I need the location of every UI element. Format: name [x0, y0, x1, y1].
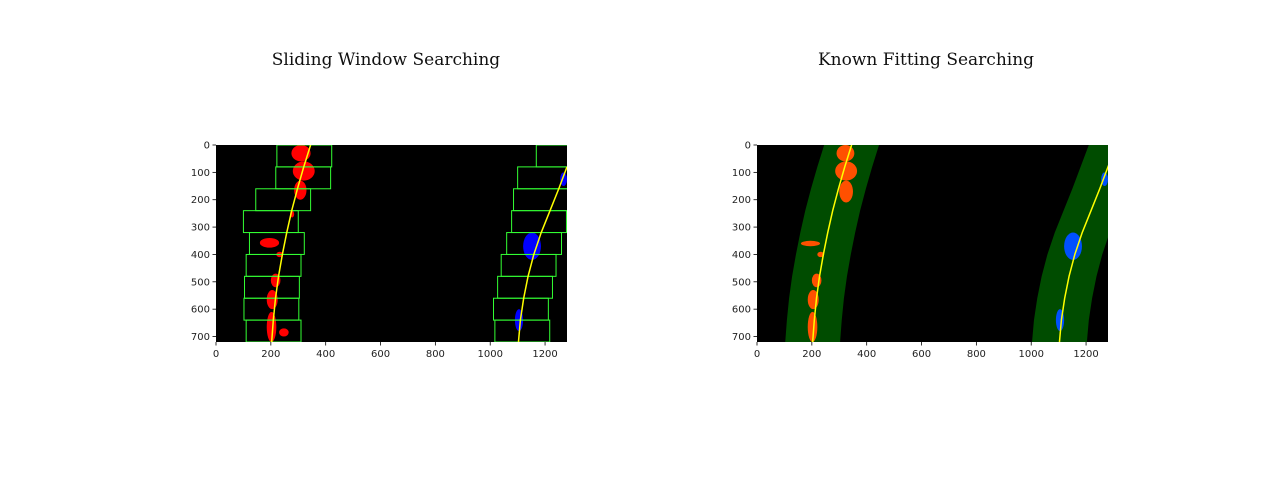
- right-search-window: [494, 319, 551, 342]
- x-tick-label: 200: [261, 349, 280, 360]
- left-lane-pixels: [294, 180, 307, 200]
- right-fit-line: [517, 166, 567, 342]
- plot-area: 0 200 400 600 800 1000 1200 0 100 200 300 400 500 600…: [732, 141, 1108, 360]
- left-lane-pixels: [259, 238, 280, 248]
- x-tick-label: 600: [371, 349, 390, 360]
- left-lane-pixels: [835, 161, 858, 181]
- x-tick-label: 600: [912, 349, 931, 360]
- right-lane-pixels: [1064, 232, 1082, 260]
- x-tick-label: 200: [802, 349, 821, 360]
- y-tick-label: 600: [732, 305, 751, 316]
- left-lane-pixels: [292, 161, 315, 181]
- y-tick-label: 700: [191, 332, 210, 343]
- left-fit-line: [270, 145, 312, 342]
- x-tick-label: 1200: [1073, 349, 1098, 360]
- x-tick-label: 800: [426, 349, 445, 360]
- left-lane-pixels: [800, 240, 821, 247]
- x-tick-label: 0: [213, 349, 219, 360]
- y-tick-label: 500: [191, 277, 210, 288]
- y-tick-label: 0: [745, 141, 751, 152]
- y-tick-label: 200: [732, 195, 751, 206]
- search-band-left: [785, 145, 880, 342]
- left-lane-pixels: [836, 145, 855, 162]
- image-content: [785, 145, 1108, 342]
- y-tick-label: 600: [191, 305, 210, 316]
- right-lane-pixels: [523, 232, 541, 260]
- left-lane-pixels: [839, 180, 853, 203]
- y-tick-label: 100: [732, 168, 751, 179]
- right-fit-line: [1058, 164, 1108, 342]
- y-tick-label: 500: [732, 277, 751, 288]
- image-content: [242, 145, 567, 342]
- left-lane-pixels: [279, 328, 289, 337]
- x-tick-label: 1000: [477, 349, 502, 360]
- plot-area: 0 200 400 600 800 1000 1200 0 100 200 300 400 500 600…: [191, 141, 567, 360]
- panel-title: Known Fitting Searching: [818, 50, 1034, 70]
- sliding-window-panel: Sliding Window Searching 0 200 400 600 800 10…: [191, 50, 567, 360]
- y-tick-label: 300: [191, 223, 210, 234]
- x-tick-label: 800: [967, 349, 986, 360]
- left-lane-pixels: [291, 145, 311, 162]
- y-tick-label: 400: [191, 250, 210, 261]
- x-tick-label: 400: [316, 349, 335, 360]
- left-fit-line: [811, 145, 853, 342]
- known-fitting-panel: Known Fitting Searching 0 200 400 600 800 100…: [732, 50, 1108, 360]
- panel-title: Sliding Window Searching: [272, 50, 501, 70]
- y-tick-label: 200: [191, 195, 210, 206]
- x-tick-label: 0: [754, 349, 760, 360]
- y-tick-label: 300: [732, 223, 751, 234]
- y-tick-label: 400: [732, 250, 751, 261]
- x-tick-label: 1000: [1018, 349, 1043, 360]
- y-tick-label: 100: [191, 168, 210, 179]
- y-tick-label: 0: [204, 141, 210, 152]
- x-tick-label: 1200: [532, 349, 557, 360]
- x-tick-label: 400: [857, 349, 876, 360]
- y-tick-label: 700: [732, 332, 751, 343]
